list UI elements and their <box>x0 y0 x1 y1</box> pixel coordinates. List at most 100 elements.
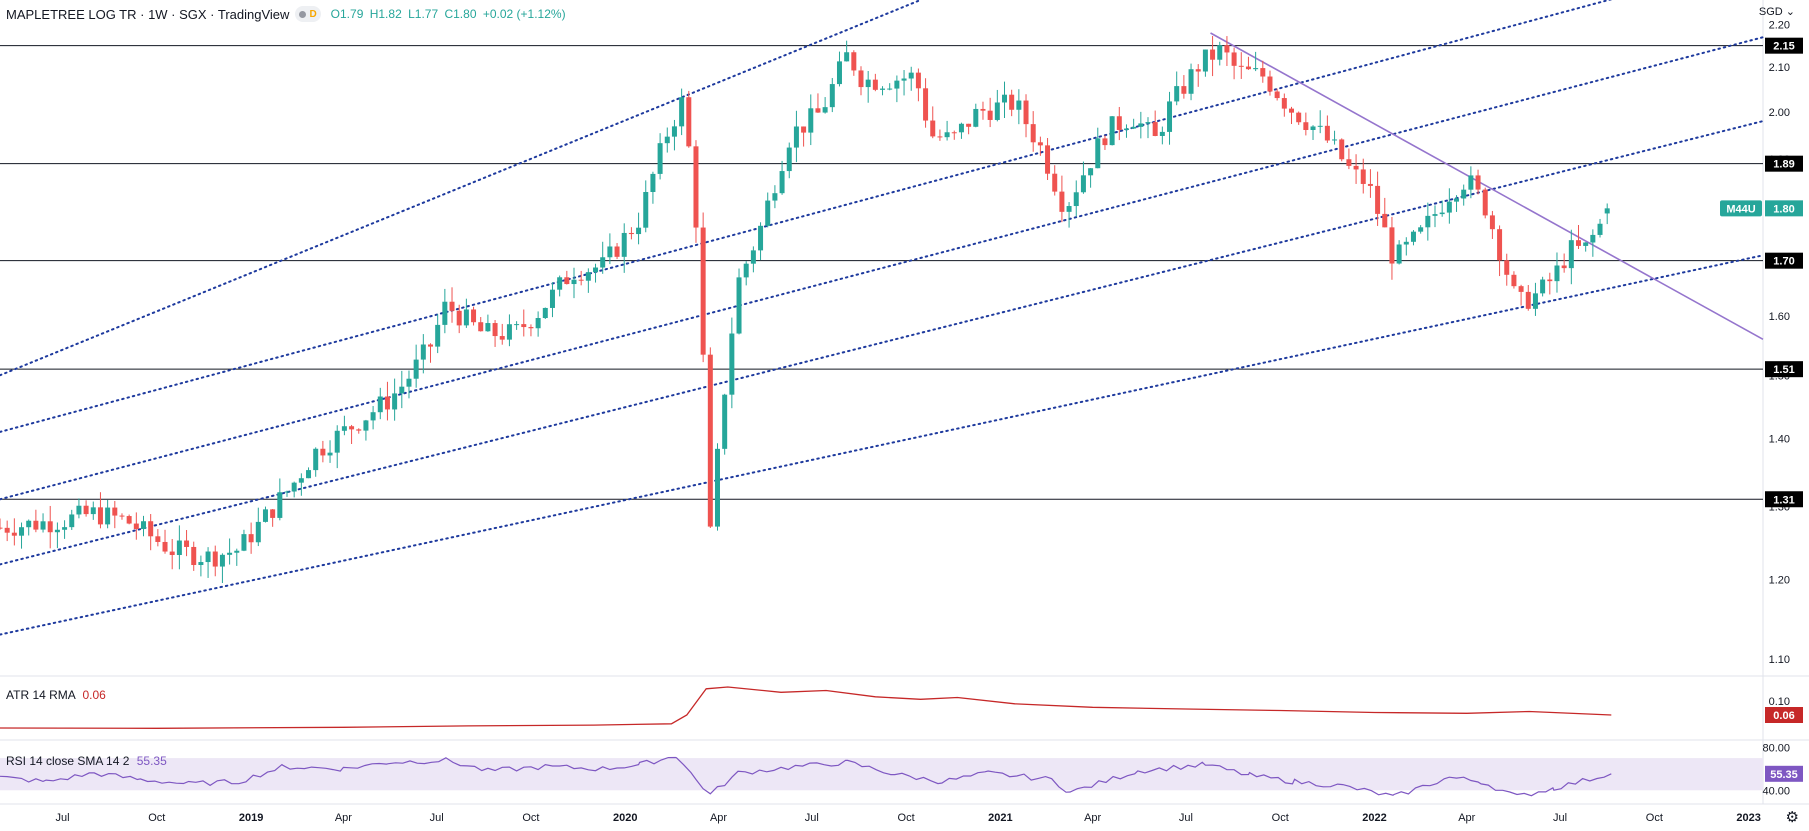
candle-body <box>1167 101 1173 132</box>
candle-body <box>1590 234 1596 243</box>
candle-body <box>851 52 857 71</box>
last-price-tag <box>1765 200 1803 217</box>
candle-body <box>715 448 720 527</box>
candle-body <box>506 324 512 340</box>
level-tag-label: 1.31 <box>1773 494 1794 506</box>
candle-body <box>349 426 355 430</box>
candle-body <box>478 322 484 332</box>
candle-body <box>1274 91 1280 99</box>
currency-selector[interactable]: SGD ⌄ <box>1759 5 1795 18</box>
symbol-legend: MAPLETREE LOG TR · 1W · SGX · TradingVie… <box>6 6 569 22</box>
candle-body <box>399 386 405 394</box>
rsi-line <box>0 756 1612 797</box>
atr-tick-label: 0.10 <box>1769 696 1790 708</box>
candle-body <box>83 505 89 515</box>
candle-body <box>1195 69 1201 72</box>
low-value: L1.77 <box>408 7 439 21</box>
candle-body <box>535 318 541 329</box>
candle-body <box>1576 240 1581 246</box>
candle-body <box>1116 116 1122 130</box>
candle-body <box>1324 125 1330 141</box>
gear-icon[interactable]: ⚙ <box>1785 809 1799 826</box>
time-tick-label: Oct <box>148 812 165 824</box>
candles <box>0 35 1610 584</box>
price-tick-label: 1.60 <box>1769 311 1790 323</box>
candle-body <box>133 523 139 529</box>
candle-body <box>600 257 606 268</box>
candle-body <box>1245 66 1251 70</box>
candle-body <box>1296 112 1302 123</box>
candle-body <box>908 72 914 79</box>
time-tick-label: Apr <box>335 812 352 824</box>
time-tick-label: Oct <box>1272 812 1289 824</box>
candle-body <box>148 521 154 537</box>
candle-body <box>966 123 972 127</box>
candle-body <box>793 126 799 148</box>
symbol-title[interactable]: MAPLETREE LOG TR · 1W · SGX · TradingVie… <box>6 6 290 22</box>
candle-body <box>1489 215 1495 230</box>
candle-body <box>571 279 577 285</box>
level-tag-label: 1.89 <box>1773 159 1794 171</box>
candle-body <box>750 250 756 264</box>
candle-body <box>1317 125 1323 127</box>
candle-body <box>499 336 505 340</box>
candle-body <box>234 550 240 553</box>
candle-body <box>865 79 871 88</box>
atr-line <box>0 686 1612 729</box>
candle-body <box>1332 139 1338 141</box>
candle-body <box>1432 214 1438 216</box>
rsi-value-tag <box>1765 765 1803 782</box>
candle-body <box>1439 212 1445 215</box>
time-tick-label: Jul <box>1179 812 1193 824</box>
candle-body <box>1009 94 1015 110</box>
last-price-label: 1.80 <box>1773 203 1794 215</box>
candle-body <box>69 514 75 528</box>
time-tick-label: Apr <box>1458 812 1475 824</box>
candle-body <box>1066 206 1072 212</box>
candle-body <box>894 80 900 89</box>
candle-body <box>973 108 979 127</box>
atr-legend[interactable]: ATR 14 RMA 0.06 <box>6 688 106 702</box>
candle-body <box>1095 138 1101 169</box>
candle-body <box>528 327 534 329</box>
chevron-down-icon: ⌄ <box>1785 6 1795 18</box>
candle-body <box>1131 126 1137 129</box>
candle-body <box>1389 227 1395 264</box>
market-status-badge[interactable]: D <box>295 6 321 22</box>
open-value: O1.79 <box>330 7 364 21</box>
candle-body <box>679 97 685 127</box>
candle-body <box>593 267 599 273</box>
candle-body <box>1052 173 1058 192</box>
candle-body <box>119 515 125 517</box>
candle-body <box>628 232 634 235</box>
candle-body <box>169 551 175 556</box>
candle-body <box>413 359 419 379</box>
level-tag-label: 1.70 <box>1773 256 1794 268</box>
time-tick-label: 2022 <box>1362 812 1386 824</box>
candle-body <box>1425 215 1431 228</box>
candle-body <box>808 108 814 133</box>
candle-body <box>176 540 182 556</box>
candle-body <box>1353 165 1359 170</box>
candle-body <box>384 396 390 410</box>
rsi-legend[interactable]: RSI 14 close SMA 14 2 55.35 <box>6 754 167 768</box>
level-tag <box>1765 37 1803 54</box>
candle-body <box>786 147 792 172</box>
candle-body <box>1597 223 1603 235</box>
candle-body <box>944 132 950 138</box>
rsi-tick-label: 40.00 <box>1762 785 1790 797</box>
candle-body <box>47 521 53 533</box>
candle-body <box>155 536 161 542</box>
candle-body <box>1561 265 1567 269</box>
time-tick-label: Jul <box>1553 812 1567 824</box>
trendline <box>1210 32 1764 341</box>
candle-body <box>542 307 548 319</box>
candle-body <box>1511 274 1517 287</box>
candle-body <box>291 482 297 492</box>
candle-body <box>1224 45 1230 53</box>
candle-body <box>1102 138 1108 146</box>
candle-body <box>105 507 111 525</box>
candle-body <box>614 246 620 257</box>
candle-body <box>1002 94 1007 103</box>
